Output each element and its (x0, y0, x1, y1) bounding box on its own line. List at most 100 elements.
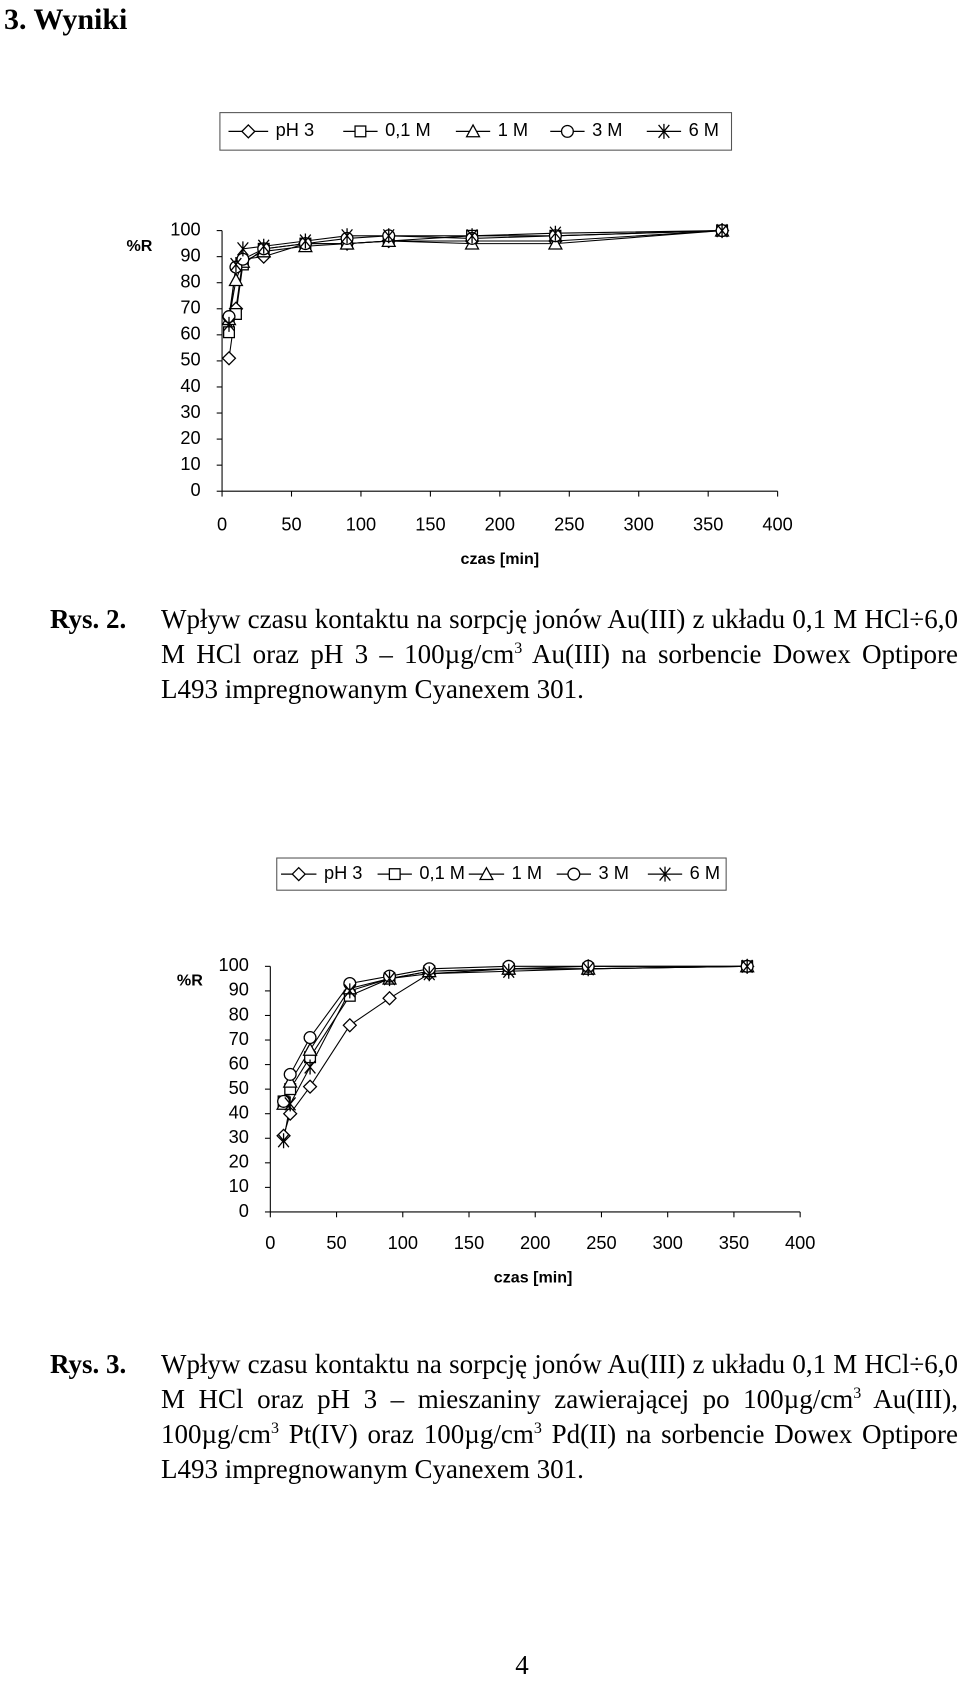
y-tick-label: 100 (218, 954, 248, 975)
superscript: 3 (271, 1420, 280, 1437)
x-tick-label: 150 (415, 513, 445, 534)
caption-label: Rys. 3. (50, 1349, 127, 1379)
marker-star (582, 961, 595, 977)
x-tick-label: 350 (719, 1232, 749, 1253)
figure-caption: Rys. 2. Wpływ czasu kontaktu na sorpcję j… (50, 602, 958, 707)
y-tick-label: 0 (239, 1200, 249, 1221)
y-tick-label: 20 (180, 427, 200, 448)
marker-star (343, 983, 356, 999)
marker-star (423, 966, 436, 982)
legend-label: 1 M (498, 119, 528, 140)
legend-label: pH 3 (324, 862, 362, 883)
x-axis-title: czas [min] (494, 1269, 573, 1287)
marker-star (466, 228, 478, 244)
x-tick-label: 300 (652, 1232, 682, 1253)
legend-label: 3 M (592, 119, 622, 140)
y-axis-title: %R (127, 237, 153, 255)
legend-label: 3 M (599, 862, 629, 883)
caption-text: Wpływ czasu kontaktu na sorpcję jonów Au… (161, 1349, 958, 1414)
marker-star (383, 971, 396, 987)
marker-star (741, 958, 754, 974)
y-tick-label: 50 (229, 1077, 249, 1098)
y-tick-label: 0 (190, 479, 200, 500)
caption-text: Pd(II) na sorbencie Dowex Optipore L493 … (161, 1419, 959, 1484)
y-tick-label: 100 (170, 218, 200, 239)
x-tick-label: 50 (281, 513, 301, 534)
figure-caption: Rys. 3. Wpływ czasu kontaktu na sorpcję j… (50, 1347, 958, 1487)
y-tick-label: 90 (229, 979, 249, 1000)
caption-text: Au(III) na sorbencie Dowex Optipore L493… (161, 639, 958, 704)
x-tick-label: 50 (326, 1232, 346, 1253)
marker-diamond (302, 1079, 318, 1095)
marker-triangle (282, 1073, 298, 1088)
y-tick-label: 80 (229, 1003, 249, 1024)
marker-star (341, 228, 353, 244)
y-tick-label: 60 (229, 1052, 249, 1073)
legend-label: pH 3 (276, 119, 314, 140)
marker-diamond (291, 866, 307, 882)
marker-star (304, 1059, 316, 1075)
legend-label: 0,1 M (385, 119, 431, 140)
marker-star (237, 241, 249, 257)
marker-triangle (465, 123, 481, 138)
marker-diamond (240, 124, 256, 139)
marker-star (277, 1133, 290, 1149)
y-tick-label: 70 (229, 1028, 249, 1049)
marker-triangle (478, 866, 494, 881)
y-axis-title: %R (177, 972, 203, 990)
marker-circle (567, 867, 581, 881)
x-tick-label: 150 (454, 1232, 484, 1253)
marker-diamond (221, 350, 237, 366)
x-axis-title: czas [min] (461, 550, 540, 568)
caption-text: Wpływ czasu kontaktu na sorpcję jonów Au… (161, 604, 958, 669)
marker-triangle (228, 272, 244, 287)
superscript: 3 (514, 640, 523, 657)
marker-star (299, 233, 312, 249)
y-tick-label: 20 (229, 1151, 249, 1172)
marker-circle (283, 1067, 297, 1081)
superscript: 3 (853, 1385, 862, 1402)
x-tick-label: 350 (693, 513, 723, 534)
marker-star (230, 256, 242, 272)
x-tick-label: 250 (586, 1232, 616, 1253)
marker-square (388, 868, 401, 881)
marker-star (257, 238, 270, 254)
marker-diamond (382, 990, 397, 1006)
marker-star (716, 223, 728, 239)
marker-star (382, 228, 395, 244)
caption-text: Au(III), 100µg/cm (161, 1384, 958, 1449)
y-tick-label: 30 (180, 401, 200, 422)
x-tick-label: 250 (554, 513, 584, 534)
marker-circle (560, 124, 574, 138)
page-number: 4 (515, 1650, 529, 1680)
y-tick-label: 40 (229, 1102, 249, 1123)
legend-label: 6 M (690, 862, 720, 883)
marker-circle (303, 1031, 317, 1045)
legend-label: 6 M (689, 119, 719, 140)
y-tick-label: 40 (180, 375, 200, 396)
marker-square (354, 125, 367, 138)
y-tick-label: 10 (229, 1175, 249, 1196)
x-tick-label: 100 (346, 513, 376, 534)
x-tick-label: 100 (388, 1232, 418, 1253)
x-tick-label: 300 (624, 513, 654, 534)
series-line (228, 230, 723, 333)
marker-star (284, 1096, 297, 1112)
y-tick-label: 70 (180, 297, 200, 318)
marker-triangle (302, 1042, 318, 1056)
marker-triangle (547, 235, 563, 250)
x-tick-label: 200 (520, 1232, 550, 1253)
y-tick-label: 60 (180, 323, 200, 344)
x-tick-label: 400 (762, 513, 792, 534)
caption-text: Pt(IV) oraz 100µg/cm (279, 1419, 534, 1449)
x-tick-label: 400 (785, 1232, 815, 1253)
marker-star (658, 123, 670, 139)
marker-star (223, 316, 235, 332)
x-tick-label: 0 (217, 513, 227, 534)
y-tick-label: 30 (229, 1126, 249, 1147)
y-tick-label: 80 (180, 271, 200, 292)
y-tick-label: 50 (180, 349, 200, 370)
marker-star (502, 963, 515, 979)
